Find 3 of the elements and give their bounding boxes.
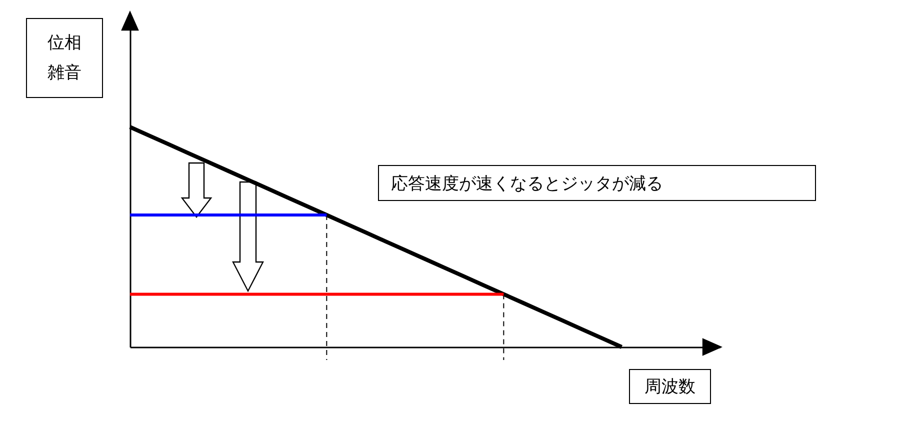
text-box: 周波数	[629, 369, 711, 404]
text-box: 位相雑音	[26, 18, 103, 98]
text-box: 応答速度が速くなるとジッタが減る	[378, 165, 816, 201]
